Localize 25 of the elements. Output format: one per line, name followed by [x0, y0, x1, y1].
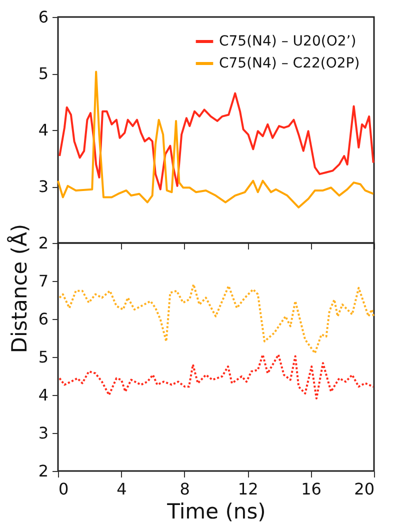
y-tick-label: 5 [38, 64, 48, 83]
x-tick-label: 16 [301, 480, 322, 498]
x-axis-title: Time (ns) [166, 500, 266, 522]
y-tick-label: 2 [38, 462, 48, 480]
legend-label: C75(N4) – U20(O2’) [219, 34, 356, 50]
y-tick-label: 7 [38, 272, 48, 290]
x-tick-label: 8 [180, 480, 190, 498]
y-tick-label: 6 [38, 8, 48, 26]
line-series [58, 354, 374, 400]
y-tick-label: 4 [38, 386, 48, 404]
y-tick-label: 4 [38, 120, 48, 140]
x-tick-label: 12 [238, 480, 258, 498]
legend-label: C75(N4) – C22(O2P) [219, 56, 360, 72]
y-axis-title: Distance (Å) [6, 224, 32, 354]
x-tick-label: 0 [58, 480, 69, 498]
y-tick-label: 6 [38, 310, 48, 328]
x-tick-label: 4 [116, 480, 127, 498]
y-tick-label: 3 [38, 177, 48, 196]
x-tick-label: 20 [354, 480, 374, 498]
y-tick-label: 3 [38, 424, 48, 442]
line-series [57, 70, 374, 208]
y-tick-label: 5 [38, 348, 48, 366]
line-series [58, 283, 375, 354]
y-tick-label: 2 [38, 234, 48, 252]
line-series [58, 92, 374, 190]
